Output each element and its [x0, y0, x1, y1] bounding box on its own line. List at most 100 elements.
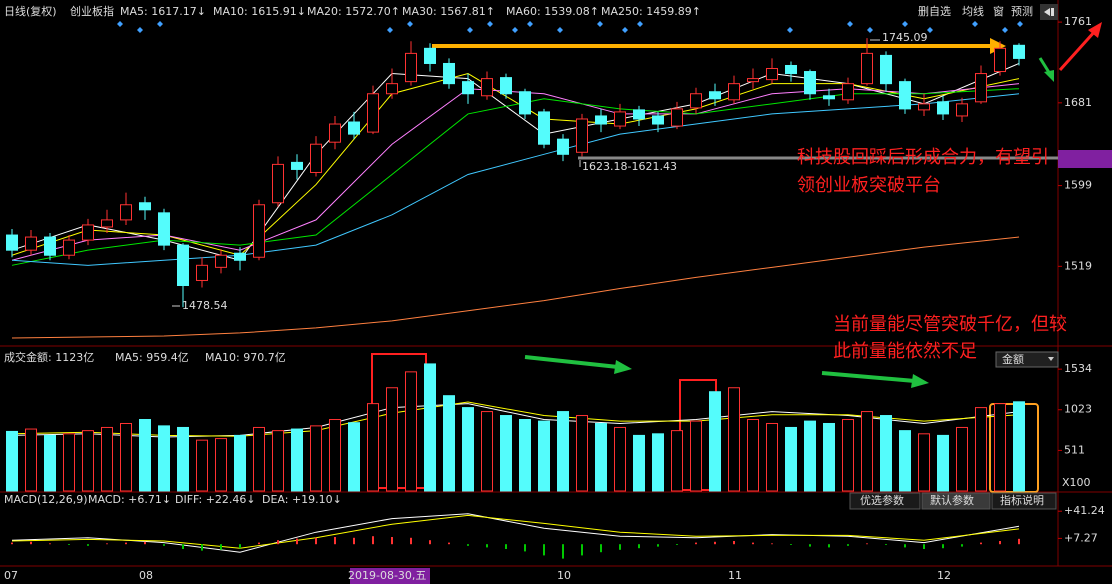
- volume-bar: [253, 426, 265, 492]
- toolbar-button[interactable]: 预测: [1011, 5, 1033, 18]
- period: 日线(复权): [4, 4, 57, 18]
- volume-bar: [196, 439, 208, 492]
- ma-line: [11, 514, 1020, 549]
- candle-body: [82, 224, 94, 241]
- marker-diamond: [972, 21, 978, 27]
- volume-bar: [538, 420, 550, 492]
- volume-bar: [823, 422, 835, 492]
- candle-body: [462, 81, 474, 95]
- candle-body: [994, 47, 1006, 73]
- volume-bar: [519, 419, 531, 492]
- volume-bar: [671, 430, 683, 492]
- x-tick-label: 08: [139, 569, 153, 582]
- candle-body: [177, 244, 189, 287]
- volume-bar: [462, 407, 474, 492]
- toolbar-button[interactable]: 窗: [993, 4, 1004, 18]
- ma-line: [11, 401, 1020, 437]
- tab-bg: [849, 492, 921, 510]
- y-tick-label: 1023: [1064, 403, 1092, 416]
- volume-bar: [747, 419, 759, 492]
- volume-bar: [728, 387, 740, 492]
- candle-body: [633, 109, 645, 120]
- tab-bg: [921, 492, 991, 510]
- candle-body: [101, 219, 113, 228]
- candle-body: [709, 91, 721, 100]
- candle-body: [785, 64, 797, 75]
- candle-body: [158, 212, 170, 246]
- candle-body: [481, 78, 493, 97]
- annotation: 1478.54: [182, 299, 228, 312]
- dropdown[interactable]: [995, 351, 1059, 368]
- icon: [1044, 8, 1054, 16]
- marker-diamond: [487, 21, 493, 27]
- annotation: 1745.09: [882, 31, 928, 44]
- legend-entry: MA250: 1459.89↑: [601, 5, 701, 18]
- volume-bar: [500, 415, 512, 492]
- marker-diamond: [1002, 27, 1008, 33]
- marker-diamond: [927, 27, 933, 33]
- volume-bar: [785, 426, 797, 492]
- candle-body: [690, 93, 702, 109]
- candle-body: [804, 71, 816, 95]
- volume-bar: [975, 407, 987, 492]
- tab[interactable]: 指标说明: [1000, 493, 1044, 507]
- y-tick-label: 511: [1064, 443, 1085, 456]
- dropdown-label[interactable]: 金额: [1002, 352, 1024, 366]
- marker-diamond: [387, 27, 393, 33]
- volume-bar: [576, 415, 588, 492]
- candle-body: [823, 95, 835, 100]
- volume-bar: [139, 419, 151, 492]
- candle-body: [63, 239, 75, 256]
- marker-diamond: [157, 21, 163, 27]
- candle-body: [861, 52, 873, 85]
- candle-body: [386, 83, 398, 95]
- volume-bar: [595, 422, 607, 492]
- candle-body: [348, 121, 360, 135]
- candle-body: [842, 83, 854, 101]
- legend-entry: MA60: 1539.08↑: [506, 5, 599, 18]
- volume-bar: [633, 434, 645, 492]
- legend-entry: MA5: 959.4亿: [115, 351, 189, 364]
- volume-bar: [405, 371, 417, 492]
- marker-diamond: [902, 21, 908, 27]
- volume-bar: [215, 438, 227, 492]
- marker-diamond: [467, 27, 473, 33]
- volume-bar: [443, 395, 455, 492]
- volume-bar: [842, 419, 854, 492]
- volume-bar: [234, 434, 246, 492]
- macd-title: MACD(12,26,9): [4, 493, 88, 506]
- candle-body: [424, 47, 436, 64]
- volume-bar: [25, 428, 37, 492]
- legend-entry: MA10: 1615.91↓: [213, 5, 306, 18]
- candle-body: [443, 62, 455, 85]
- tab[interactable]: 优选参数: [860, 493, 904, 507]
- marker-diamond: [597, 21, 603, 27]
- volume-bar: [481, 411, 493, 492]
- y-tick-label: +41.24: [1064, 504, 1105, 517]
- candle-body: [576, 118, 588, 153]
- candle-body: [899, 81, 911, 110]
- candle-body: [652, 115, 664, 125]
- marker-diamond: [787, 27, 793, 33]
- candle-body: [139, 202, 151, 211]
- note: 领创业板突破平台: [797, 175, 941, 196]
- toolbar-button[interactable]: 均线: [962, 4, 984, 18]
- candle-body: [367, 93, 379, 133]
- date-highlight: [350, 568, 430, 584]
- volume-title: 成交金额: 1123亿: [4, 350, 94, 364]
- toolbar-button[interactable]: 删自选: [918, 5, 951, 18]
- marker-diamond: [512, 27, 518, 33]
- x-tick-label: 11: [728, 569, 742, 582]
- candle-body: [272, 163, 284, 204]
- marker-diamond: [867, 27, 873, 33]
- candle-body: [44, 236, 56, 256]
- candle-body: [310, 143, 322, 173]
- volume-bar: [652, 433, 664, 492]
- y-tick-label: 1519: [1064, 259, 1092, 272]
- legend-entry: MA30: 1567.81↑: [402, 5, 495, 18]
- tab[interactable]: 默认参数: [930, 493, 974, 507]
- volume-bar: [424, 363, 436, 492]
- volume-bar: [158, 425, 170, 492]
- volume-bar: [272, 430, 284, 492]
- volume-bar: [709, 391, 721, 492]
